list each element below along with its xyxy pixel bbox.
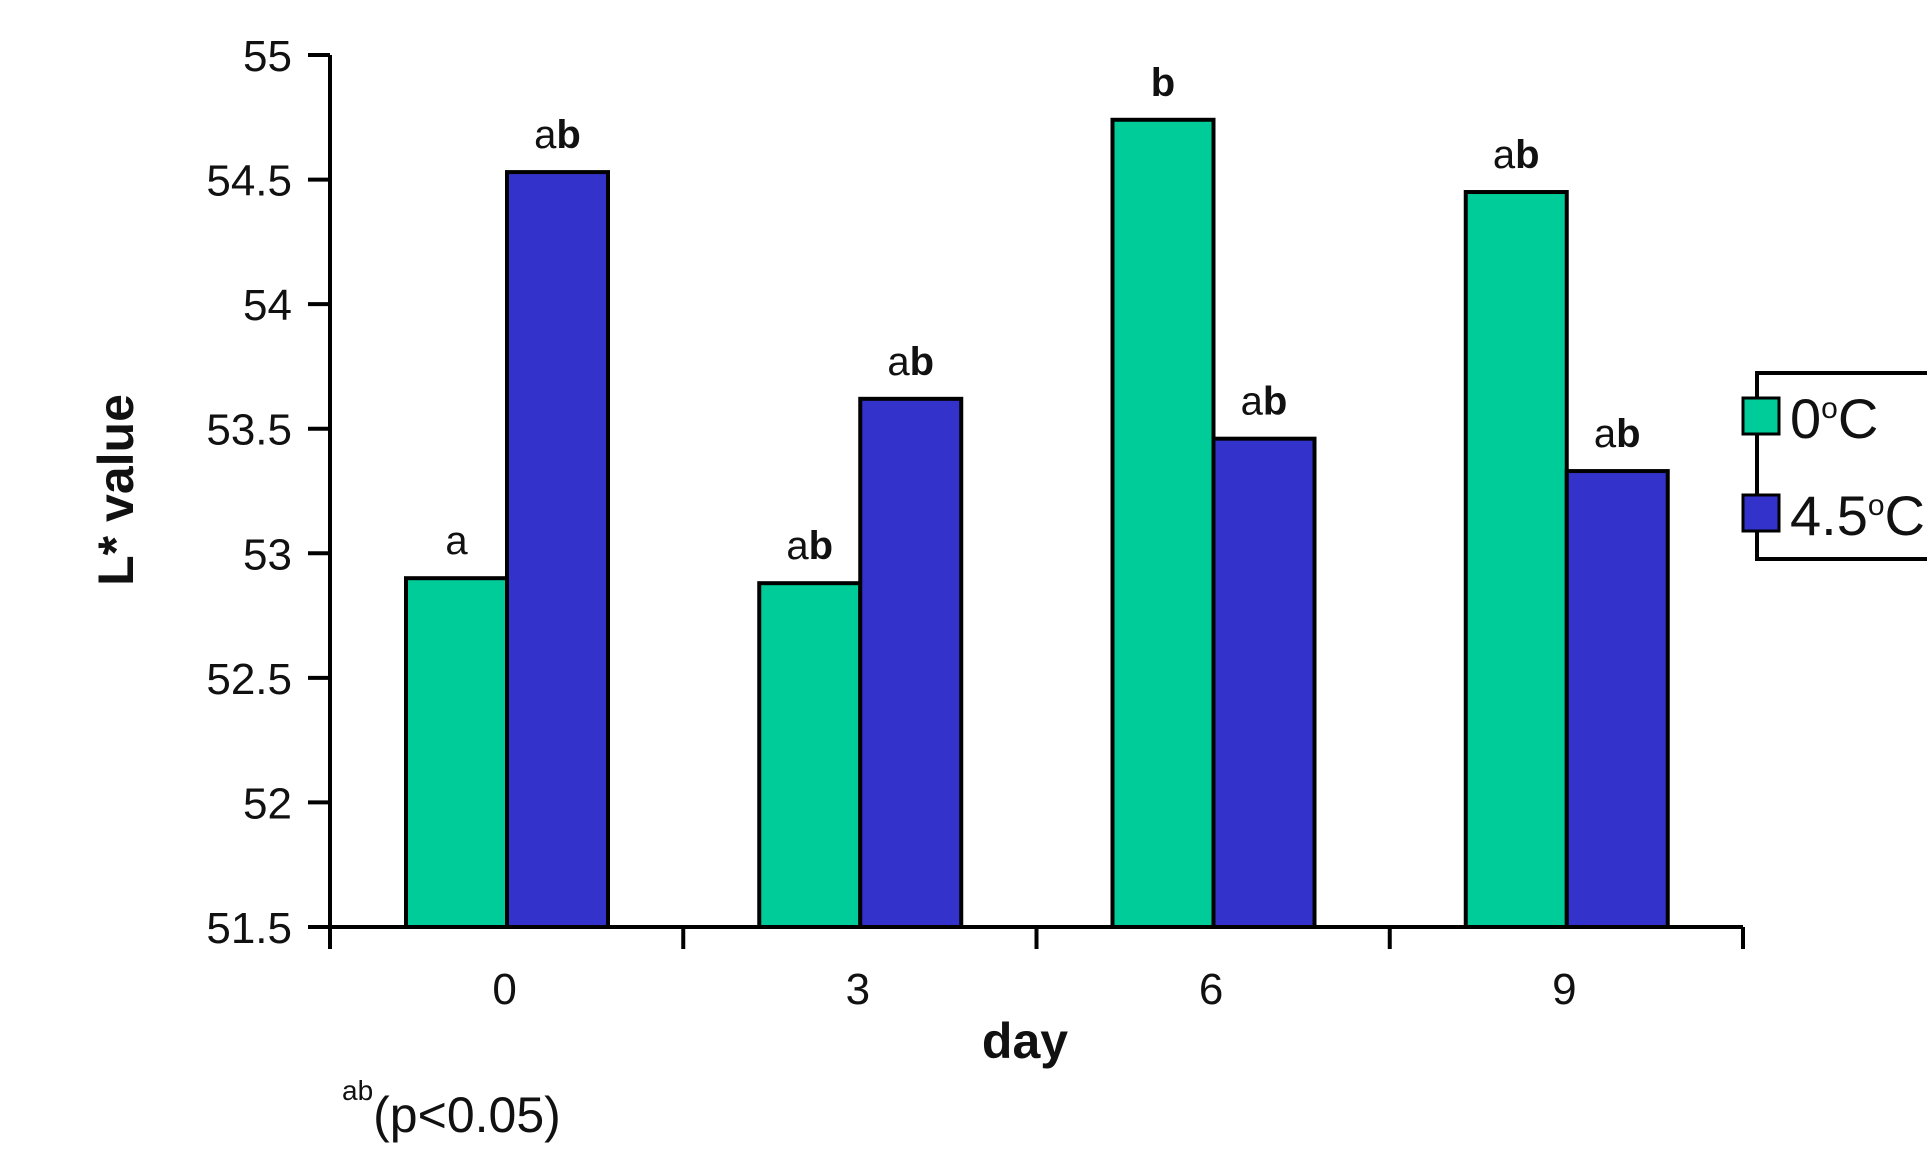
significance-label-day6-series0: b — [1151, 61, 1175, 105]
y-tick-label-53.5: 53.5 — [206, 406, 292, 455]
bar-day0-series1 — [505, 170, 610, 929]
bar-day3-series1 — [858, 396, 964, 929]
legend-box — [1755, 371, 1927, 561]
labels-layer: a ab 0 ab ab 3 b ab 6 ab ab 9 51.5 52 52.5 53 53.5 54 54.5… — [206, 32, 1640, 1014]
bar-day6-series1 — [1211, 436, 1317, 929]
bar-day3-series0 — [757, 581, 863, 929]
y-tick-label-52: 52 — [243, 779, 292, 828]
x-tick-label-3: 3 — [846, 965, 870, 1014]
bar-day0-series0 — [404, 576, 509, 929]
axes-layer — [308, 53, 1745, 949]
significance-label-day9-series1: ab — [1594, 412, 1641, 456]
significance-label-day3-series1: ab — [887, 340, 934, 384]
x-tick-label-0: 0 — [492, 965, 516, 1014]
legend-label-1: 4.5oC — [1790, 484, 1925, 547]
x-tick-label-9: 9 — [1552, 965, 1576, 1014]
y-tick-label-54.5: 54.5 — [206, 157, 292, 206]
significance-label-day0-series1: ab — [534, 113, 581, 157]
y-tick-label-54: 54 — [243, 281, 292, 330]
y-tick-label-53: 53 — [243, 530, 292, 579]
significance-label-day0-series0: a — [445, 519, 468, 563]
legend-swatch-0 — [1741, 396, 1781, 436]
legend-swatch-1 — [1741, 493, 1781, 533]
y-tick-label-52.5: 52.5 — [206, 655, 292, 704]
x-axis-title: day — [982, 1013, 1068, 1069]
legend: 0oC 4.5oC — [1741, 371, 1927, 561]
bars-layer — [404, 117, 1670, 929]
significance-label-day3-series0: ab — [786, 524, 833, 568]
significance-label-day6-series1: ab — [1241, 380, 1288, 424]
significance-label-day9-series0: ab — [1493, 133, 1540, 177]
bar-day9-series1 — [1564, 469, 1670, 929]
footnote: ab(p<0.05) — [342, 1075, 561, 1143]
y-axis-title: L* value — [88, 394, 144, 586]
legend-label-0: 0oC — [1790, 387, 1878, 450]
y-tick-label-51.5: 51.5 — [206, 904, 292, 953]
bar-day9-series0 — [1463, 190, 1569, 929]
y-tick-label-55: 55 — [243, 32, 292, 81]
footnote-text: ab(p<0.05) — [342, 1075, 561, 1143]
x-tick-label-6: 6 — [1199, 965, 1223, 1014]
bar-day6-series0 — [1110, 117, 1216, 929]
